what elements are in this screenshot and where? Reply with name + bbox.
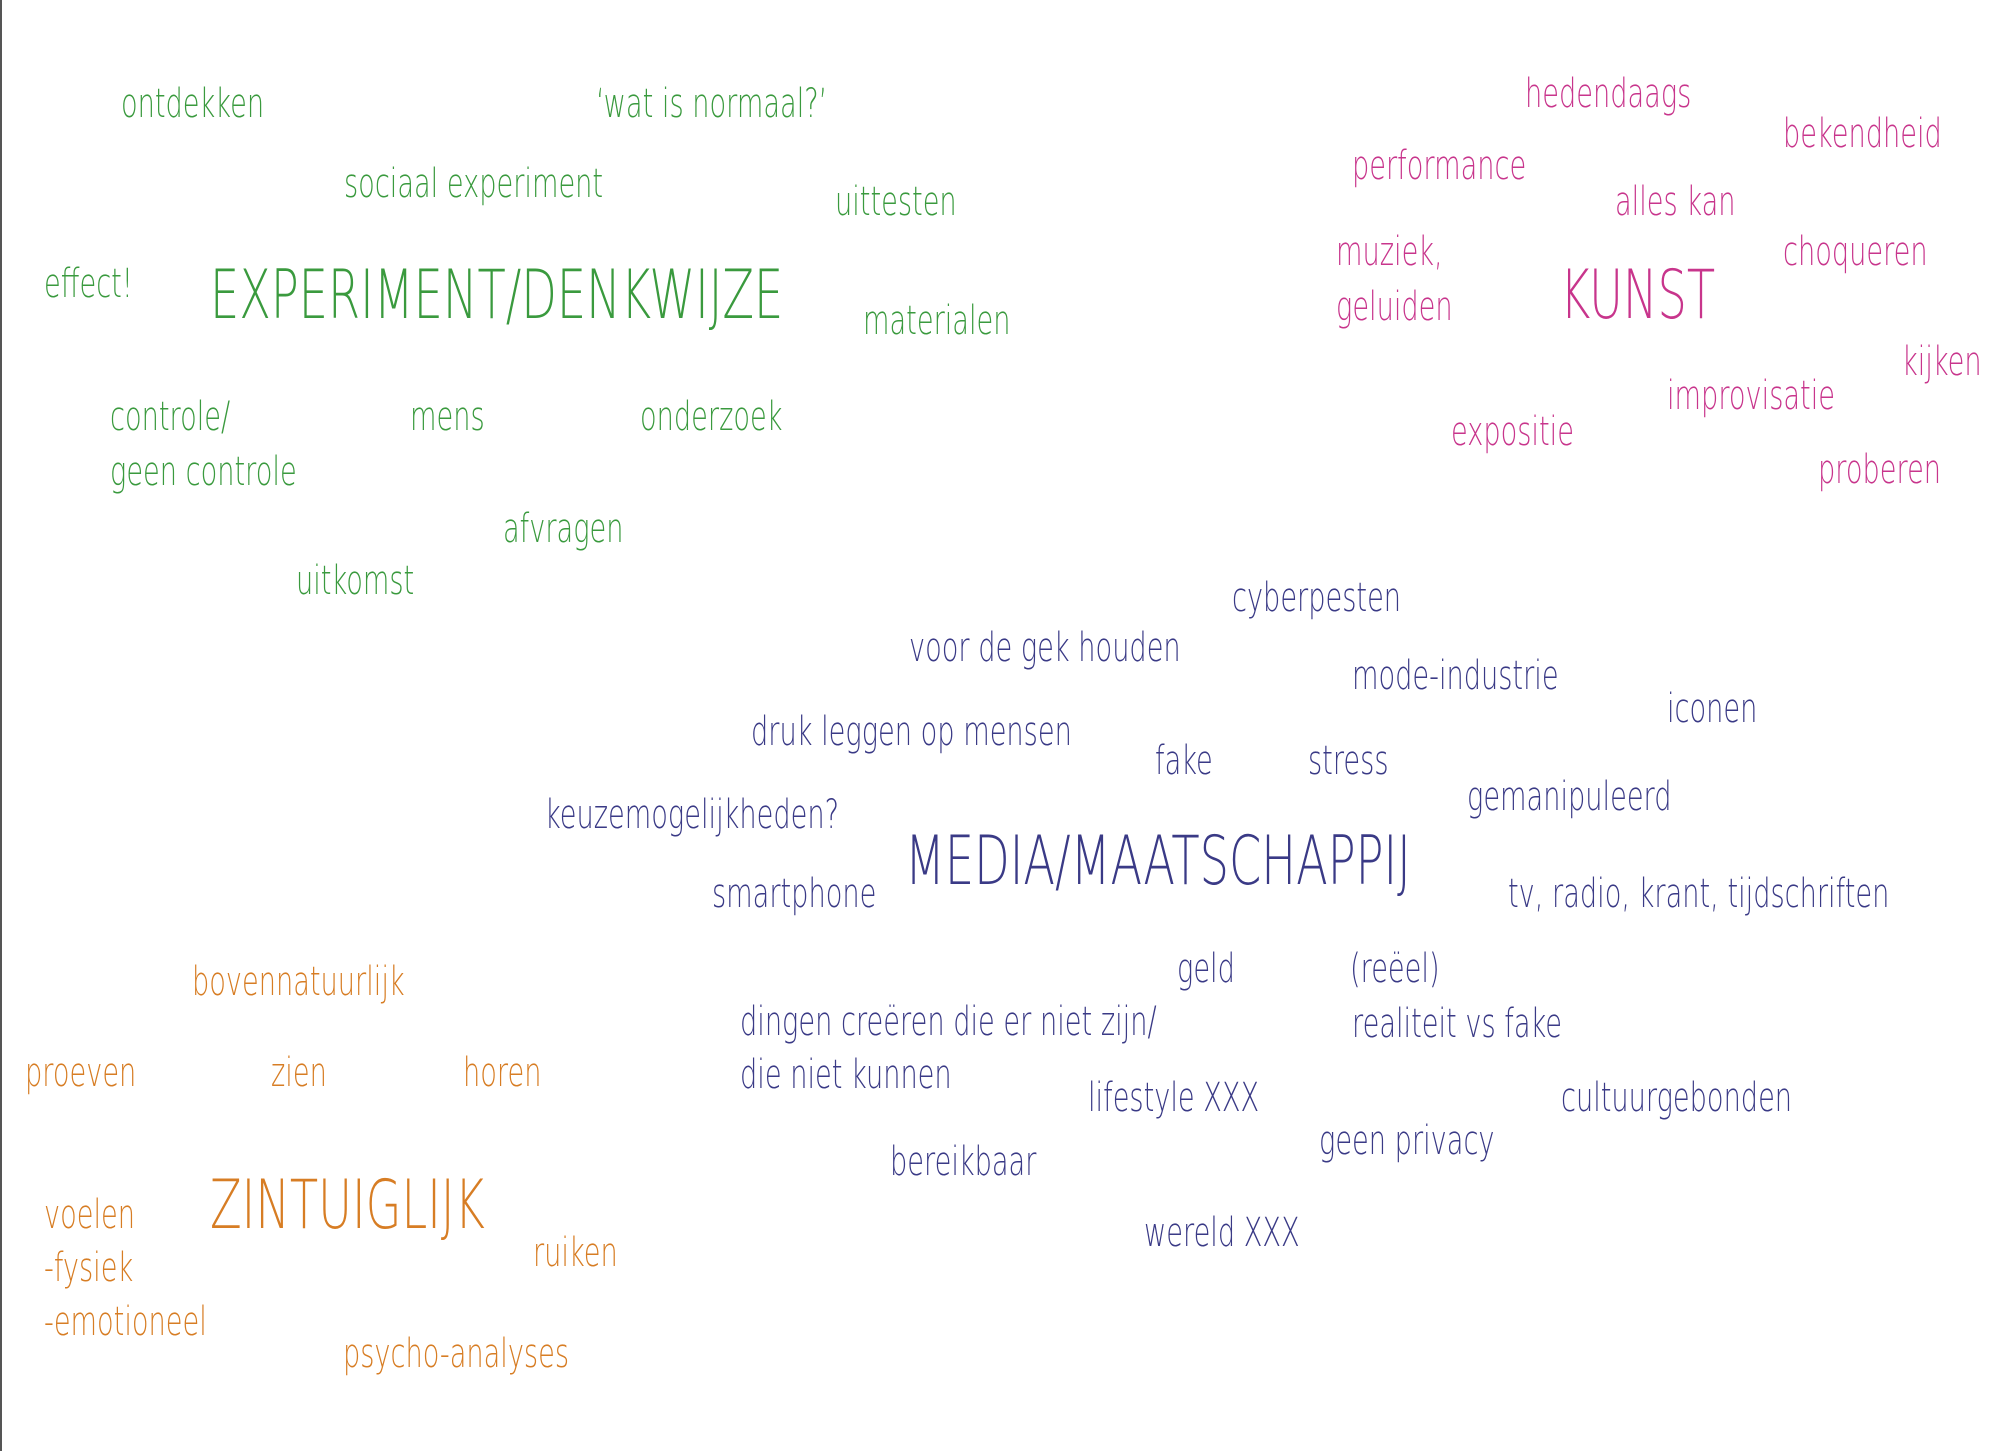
- word-dingen-creeren: dingen creëren die er niet zijn/: [740, 999, 1157, 1045]
- word-druk-leggen: druk leggen op mensen: [751, 709, 1072, 755]
- topic-zintuiglijk: ZINTUIGLIJK: [210, 1166, 485, 1245]
- word-ruiken: ruiken: [533, 1230, 618, 1276]
- word-die-niet-kunnen: die niet kunnen: [740, 1052, 952, 1098]
- word-realiteit-vs-fake: realiteit vs fake: [1352, 1001, 1563, 1047]
- word-voelen: voelen: [44, 1192, 136, 1238]
- word-alles-kan: alles kan: [1615, 179, 1736, 225]
- word-hedendaags: hedendaags: [1525, 71, 1692, 117]
- word-performance: performance: [1352, 143, 1527, 189]
- word-proeven: proeven: [25, 1050, 137, 1096]
- word-reeel: (reëel): [1350, 946, 1440, 992]
- word-proberen: proberen: [1818, 447, 1942, 493]
- word-bovennatuurlijk: bovennatuurlijk: [192, 959, 405, 1005]
- topic-media-maatschappij: MEDIA/MAATSCHAPPIJ: [905, 822, 1411, 901]
- word-mode-industrie: mode-industrie: [1352, 653, 1559, 699]
- word-tv-radio-krant: tv, radio, krant, tijdschriften: [1508, 871, 1890, 917]
- topic-experiment-denkwijze: EXPERIMENT/DENKWIJZE: [210, 256, 784, 335]
- word-onderzoek: onderzoek: [640, 394, 783, 440]
- word-cyberpesten: cyberpesten: [1232, 575, 1402, 621]
- word-emotioneel: -emotioneel: [44, 1299, 207, 1345]
- word-ontdekken: ontdekken: [121, 81, 265, 127]
- topic-kunst: KUNST: [1560, 256, 1716, 335]
- word-voor-de-gek-houden: voor de gek houden: [909, 625, 1181, 671]
- word-stress: stress: [1308, 738, 1389, 784]
- word-gemanipuleerd: gemanipuleerd: [1467, 774, 1672, 820]
- word-fysiek: -fysiek: [44, 1245, 134, 1291]
- word-muziek: muziek,: [1336, 229, 1443, 275]
- word-lifestyle: lifestyle XXX: [1088, 1075, 1260, 1121]
- word-uittesten: uittesten: [835, 179, 957, 225]
- word-horen: horen: [463, 1050, 542, 1096]
- word-wat-is-normaal: ‘wat is normaal?’: [596, 81, 828, 127]
- word-wereld: wereld XXX: [1144, 1210, 1300, 1256]
- word-effect: effect!: [44, 261, 133, 307]
- word-controle: controle/: [110, 394, 231, 440]
- word-iconen: iconen: [1667, 686, 1758, 732]
- word-cultuurgebonden: cultuurgebonden: [1561, 1075, 1793, 1121]
- word-geen-controle: geen controle: [110, 449, 297, 495]
- word-zien: zien: [271, 1050, 327, 1096]
- word-uitkomst: uitkomst: [296, 558, 415, 604]
- word-mens: mens: [410, 394, 485, 440]
- word-expositie: expositie: [1451, 409, 1574, 455]
- word-psycho-analyses: psycho-analyses: [343, 1331, 569, 1377]
- word-smartphone: smartphone: [712, 871, 877, 917]
- word-geen-privacy: geen privacy: [1319, 1118, 1495, 1164]
- word-bekendheid: bekendheid: [1783, 111, 1942, 157]
- word-sociaal-experiment: sociaal experiment: [344, 161, 604, 207]
- word-improvisatie: improvisatie: [1667, 373, 1836, 419]
- word-geld: geld: [1177, 946, 1235, 992]
- word-choqueren: choqueren: [1783, 229, 1928, 275]
- word-bereikbaar: bereikbaar: [890, 1139, 1037, 1185]
- word-fake: fake: [1155, 738, 1213, 784]
- word-afvragen: afvragen: [503, 506, 624, 552]
- word-kijken: kijken: [1902, 339, 1982, 385]
- word-materialen: materialen: [863, 298, 1011, 344]
- word-geluiden: geluiden: [1336, 284, 1453, 330]
- word-keuzemogelijkheden: keuzemogelijkheden?: [545, 792, 840, 838]
